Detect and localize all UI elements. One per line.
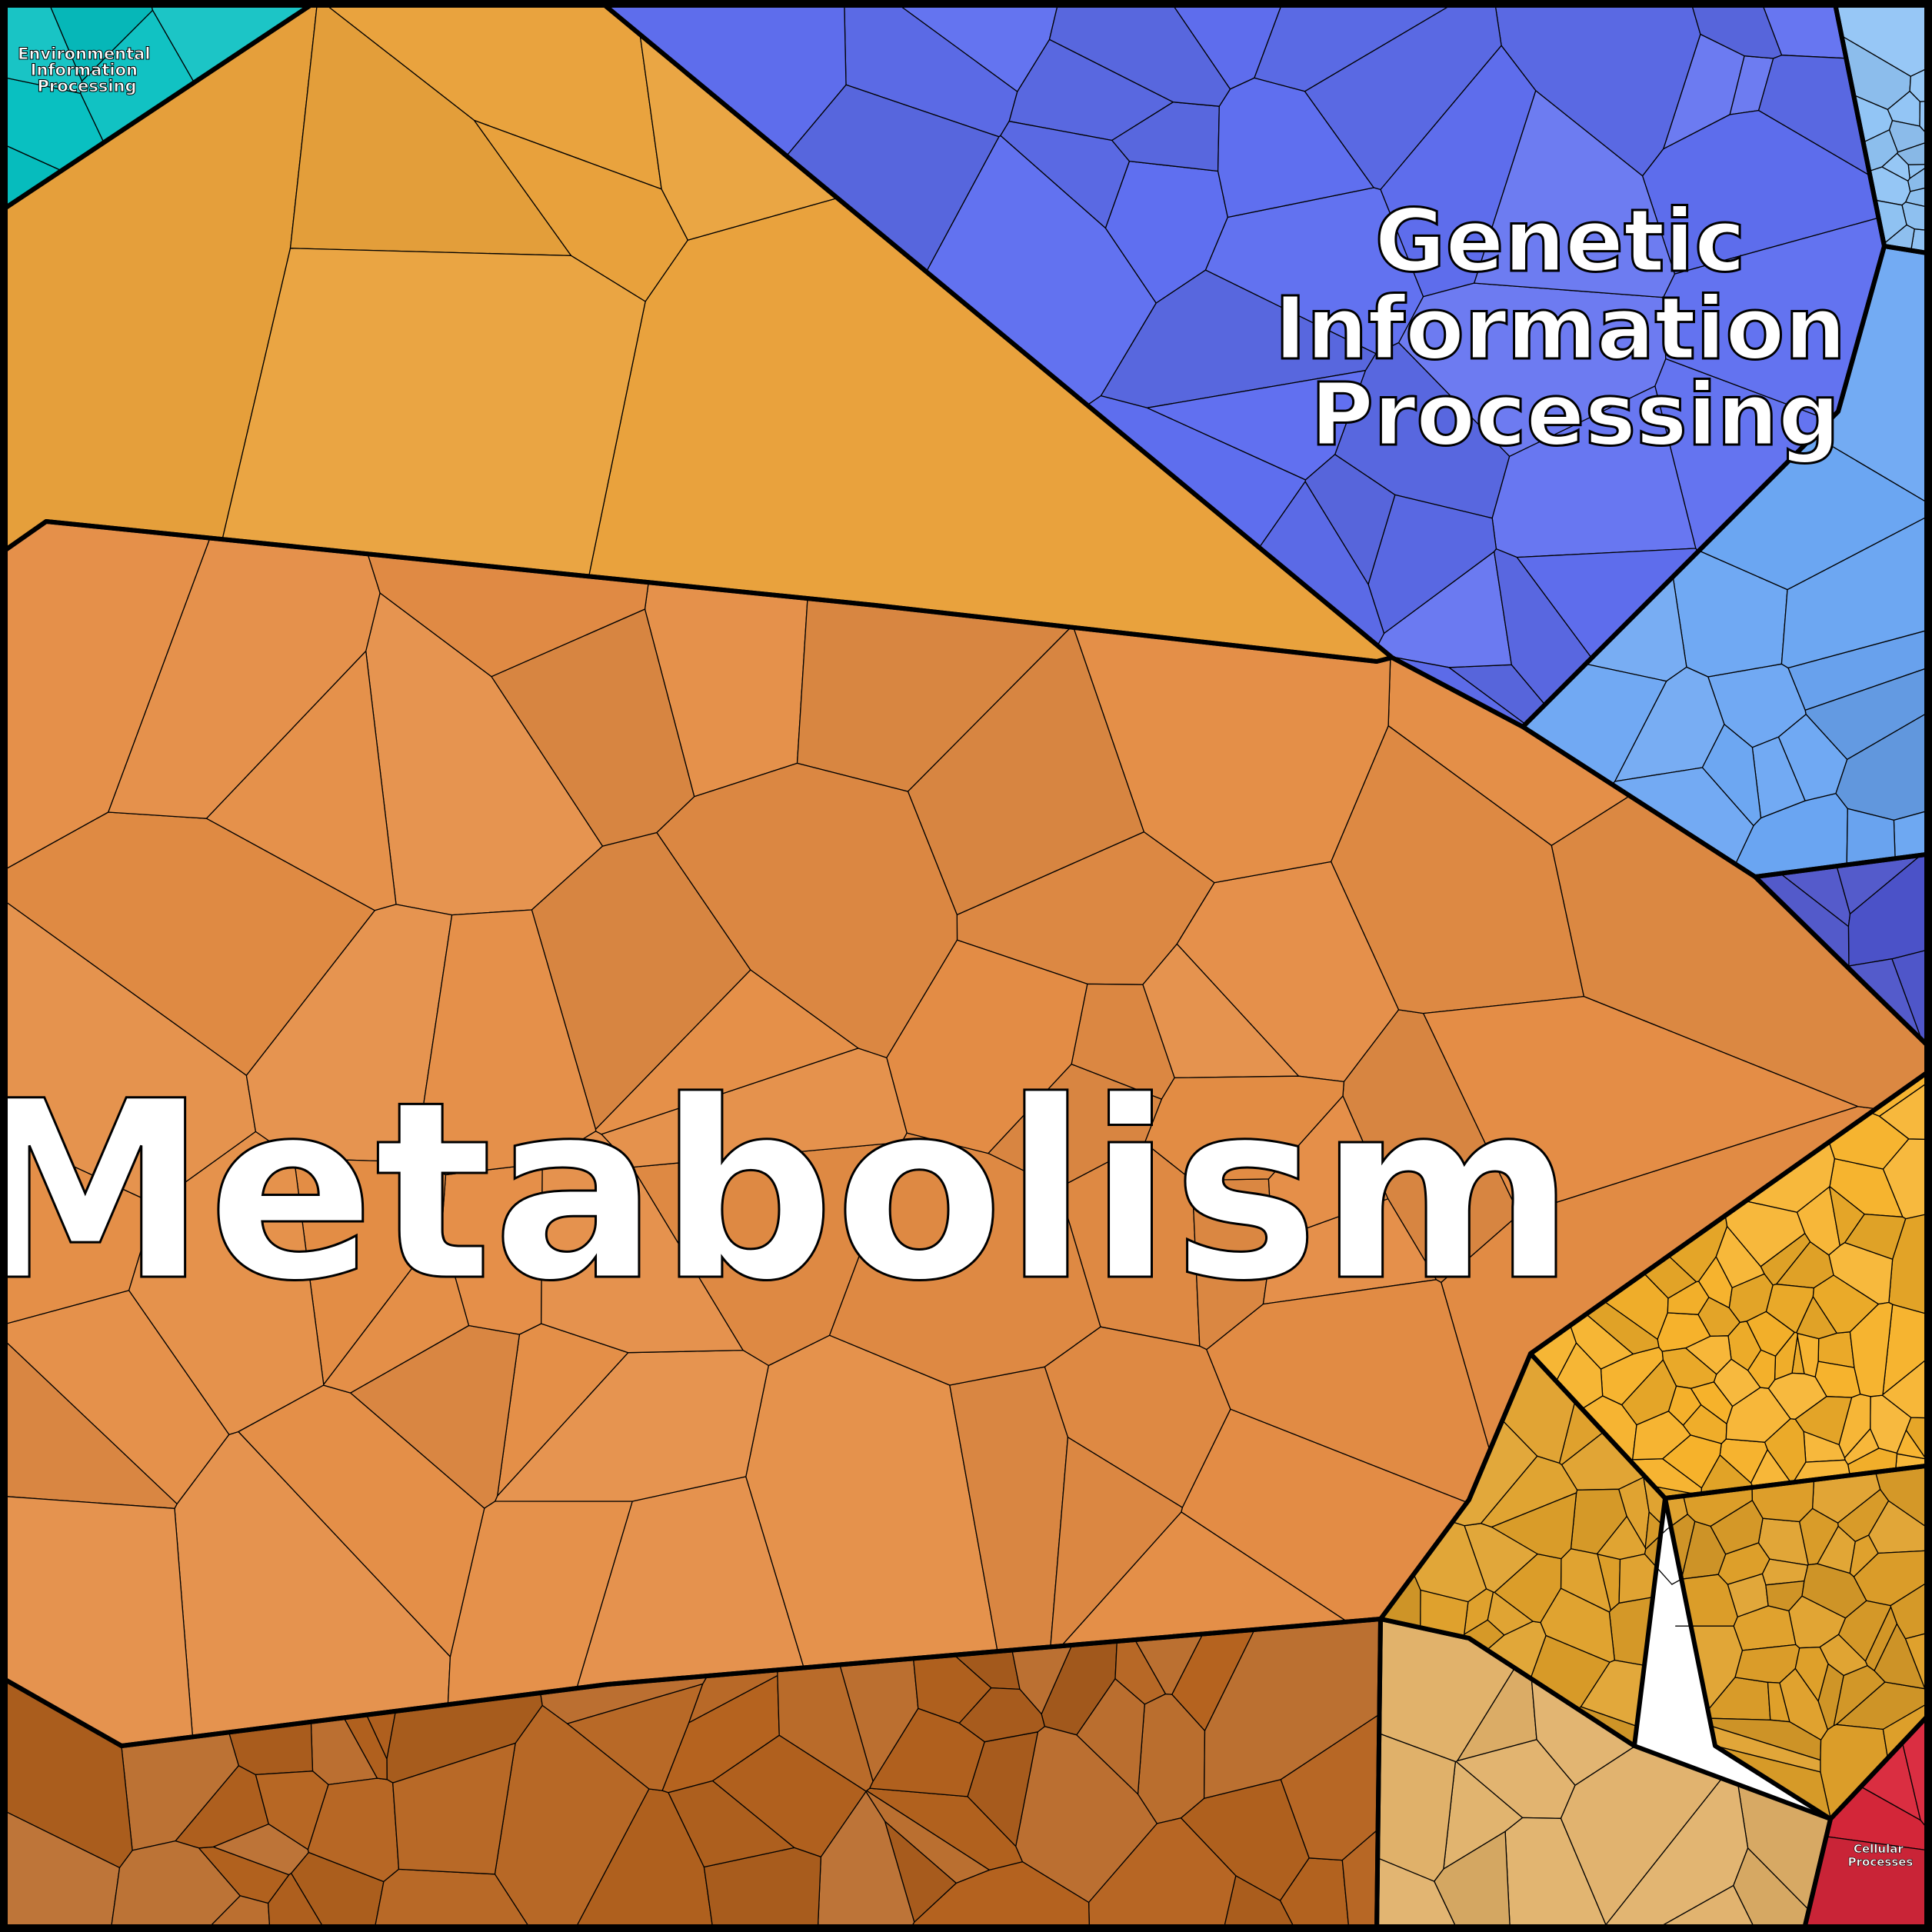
metabolism-cell [1423,995,1859,1215]
light-blue-cell [1698,435,1932,591]
cellular-label-line-2: Processes [1848,1855,1914,1869]
metabolism-label[interactable]: Metabolism [0,1048,1577,1337]
metabolism-cell [0,1290,230,1504]
amber-cell [1879,1079,1932,1141]
sky-blue-region[interactable] [1832,0,1932,256]
label-layer: Metabolism Genetic Information Processin… [0,45,1914,1870]
metabolism-cell [595,969,859,1135]
golden-cell [1540,1587,1615,1663]
environmental-cell [0,0,83,95]
golden-cell [1596,1515,1647,1561]
cellular-cell [1803,1836,1932,1932]
golden-cell [1833,1665,1886,1727]
cellular-processes-label[interactable]: Cellular Processes [1847,1842,1914,1870]
genetic-information-processing-label[interactable]: Genetic Information Processing [1273,191,1876,467]
metabolism-cell [1222,1875,1297,1932]
metabolism-cell [495,1349,769,1502]
environmental-label-line-1: Environmental [18,45,150,63]
amber-cell [1794,1396,1853,1445]
environmental-label-line-3: Processing [37,77,136,95]
metabolism-cell [473,119,688,302]
genetic-cell [1000,121,1131,229]
golden-cell [1618,1553,1673,1604]
metabolism-bottom-region[interactable] [0,1617,1383,1932]
metabolism-cell [373,1868,533,1932]
golden-cell [1801,1563,1867,1619]
golden-cell [1491,1492,1577,1560]
metabolism-cell [323,1228,470,1394]
amber-cell [1685,1335,1732,1375]
tan-cell [1434,1830,1511,1932]
metabolism-cell [958,1687,1045,1743]
amber-cell [1746,1311,1795,1357]
genetic-label-line-3: Processing [1311,365,1840,465]
metabolism-cell [1076,1678,1145,1795]
golden-cell [1487,1591,1534,1636]
metabolism-cell [886,939,1088,1154]
genetic-cell [1304,454,1396,585]
metabolism-cell [777,1664,874,1792]
golden-region[interactable] [1378,1351,1932,1821]
amber-cell [1632,1411,1691,1461]
genetic-label-line-2: Information [1274,279,1846,379]
genetic-cell [1690,0,1783,59]
genetic-label-line-1: Genetic [1375,192,1746,291]
amber-cell [1812,1274,1879,1334]
amber-cell [1728,1273,1774,1323]
environmental-label-line-2: Information [31,61,138,79]
golden-cell [1794,1646,1829,1702]
amber-cell [1896,1429,1927,1460]
metabolism-cell [1144,1075,1345,1181]
cellular-label-line-1: Cellular [1854,1842,1904,1856]
amber-cell [1844,1428,1880,1465]
metabolism-cell [392,1742,516,1875]
metabolism-cell [668,1780,795,1868]
metabolism-cell [110,1840,241,1932]
genetic-cell [1048,0,1231,107]
metabolism-cell [268,1873,327,1932]
sky-blue-cell [1888,120,1932,153]
environmental-information-processing-label[interactable]: Environmental Information Processing [18,45,156,96]
metabolism-cell [222,248,646,577]
genetic-cell [1217,77,1374,218]
light-blue-cell [1804,665,1932,761]
cellular-region[interactable] [1801,1709,1932,1932]
amber-cell [1828,1186,1865,1247]
genetic-cell [1474,90,1676,298]
